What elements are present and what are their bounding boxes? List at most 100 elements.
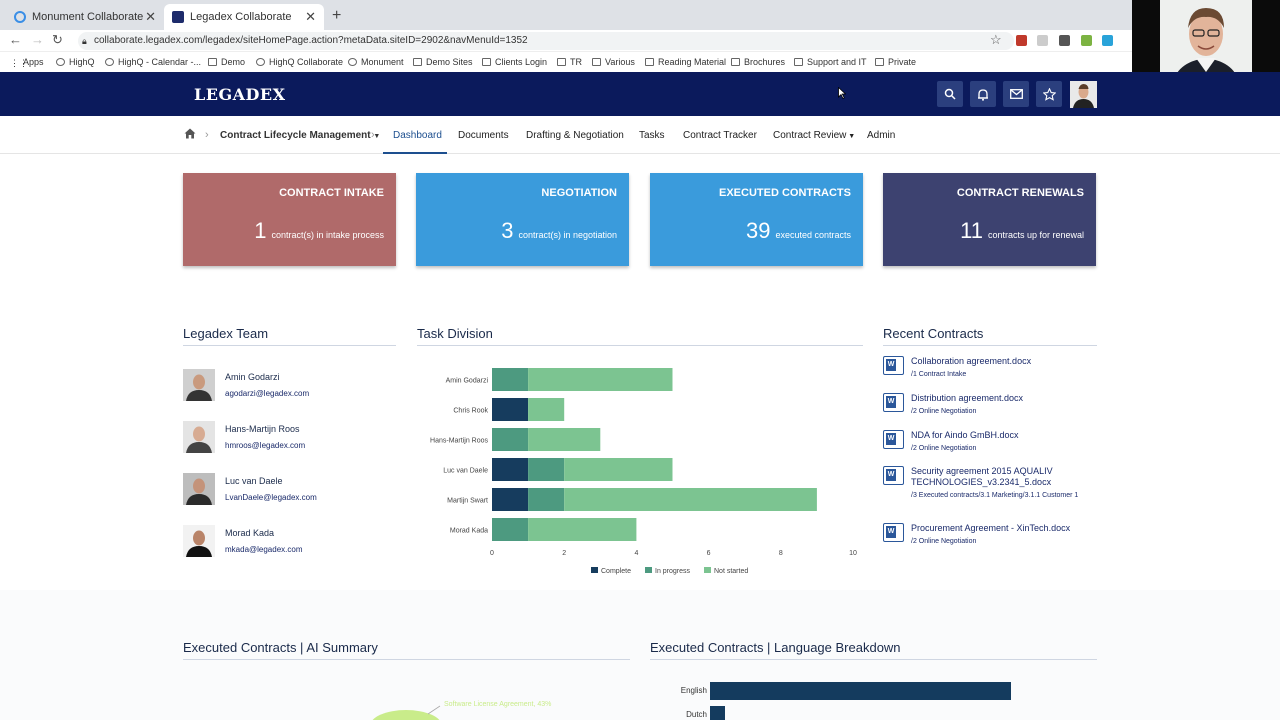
reload-icon[interactable]: ↻: [52, 32, 63, 47]
legend-label: In progress: [655, 568, 691, 575]
nav-item-drafting-negotiation[interactable]: Drafting & Negotiation: [526, 130, 624, 141]
browser-tab-bar: Monument Collaborate ✕ Legadex Collabora…: [0, 0, 1132, 30]
contract-name[interactable]: NDA for Aindo GmBH.docx: [911, 430, 1019, 440]
bar-segment: [528, 428, 601, 451]
ai-summary-pie-slice: [372, 705, 441, 720]
member-email[interactable]: agodarzi@legadex.com: [225, 389, 310, 398]
star-icon: [1042, 87, 1056, 101]
home-icon[interactable]: [184, 128, 196, 142]
bookmark-folder[interactable]: Reading Material: [645, 57, 726, 67]
team-member[interactable]: Hans-Martijn Roos hmroos@legadex.com: [183, 421, 396, 455]
extension-icon[interactable]: [1016, 35, 1027, 46]
card-contract-intake[interactable]: CONTRACT INTAKE 1 contract(s) in intake p…: [183, 173, 396, 266]
task-division-heading: Task Division: [417, 326, 863, 346]
recent-contract-item[interactable]: W Procurement Agreement - XinTech.docx /…: [883, 523, 1097, 553]
extension-icon[interactable]: [1102, 35, 1113, 46]
legadex-logo[interactable]: LEGADEX: [194, 85, 286, 104]
task-division-chart: Amin Godarzi Chris Rook Hans-Martijn Roos L…: [430, 368, 857, 575]
search-button[interactable]: [937, 81, 963, 107]
word-document-icon: W: [883, 523, 904, 542]
legend-swatch: [645, 567, 652, 573]
card-contract-renewals[interactable]: CONTRACT RENEWALS 11 contracts up for ren…: [883, 173, 1096, 266]
bookmark-folder[interactable]: TR: [557, 57, 582, 67]
member-photo: [183, 473, 215, 505]
x-tick-label: 2: [562, 550, 566, 557]
nav-item-contract-lifecycle-management[interactable]: Contract Lifecycle Management ▼: [220, 130, 381, 141]
bar-segment: [528, 368, 673, 391]
bar-segment: [564, 488, 817, 511]
member-name: Amin Godarzi: [225, 372, 280, 382]
category-label: Morad Kada: [450, 528, 488, 535]
card-title: NEGOTIATION: [541, 187, 617, 199]
close-icon[interactable]: ✕: [305, 9, 316, 24]
legend-swatch: [704, 567, 711, 573]
nav-item-contract-tracker[interactable]: Contract Tracker: [683, 130, 757, 141]
recent-contract-item[interactable]: W NDA for Aindo GmBH.docx /2 Online Nego…: [883, 430, 1097, 460]
bookmark-item[interactable]: HighQ Collaborate: [256, 57, 343, 67]
nav-item-contract-review[interactable]: Contract Review ▼: [773, 130, 856, 141]
recent-contract-item[interactable]: W Security agreement 2015 AQUALIV TECHNO…: [883, 466, 1097, 516]
nav-item-documents[interactable]: Documents: [458, 130, 509, 141]
bar-segment: [528, 398, 565, 421]
new-tab-icon[interactable]: +: [332, 7, 342, 24]
extension-icon[interactable]: [1081, 35, 1092, 46]
messages-button[interactable]: [1003, 81, 1029, 107]
close-icon[interactable]: ✕: [145, 9, 156, 24]
category-label: Luc van Daele: [443, 468, 488, 475]
category-label: Hans-Martijn Roos: [430, 438, 488, 445]
bookmark-folder[interactable]: Brochures: [731, 57, 785, 67]
contract-name[interactable]: Security agreement 2015 AQUALIV TECHNOLO…: [911, 466, 1053, 487]
back-arrow-icon[interactable]: ←: [9, 32, 22, 47]
member-email[interactable]: mkada@legadex.com: [225, 545, 303, 554]
chevron-right-icon: ›: [205, 129, 209, 141]
bookmark-folder[interactable]: Support and IT: [794, 57, 867, 67]
category-label: Chris Rook: [453, 408, 488, 415]
word-document-icon: W: [883, 356, 904, 375]
bookmark-item[interactable]: HighQ - Calendar -...: [105, 57, 201, 67]
member-email[interactable]: LvanDaele@legadex.com: [225, 493, 317, 502]
notifications-button[interactable]: [970, 81, 996, 107]
bar-segment: [492, 518, 529, 541]
card-executed-contracts[interactable]: EXECUTED CONTRACTS 39 executed contracts: [650, 173, 863, 266]
contract-name[interactable]: Procurement Agreement - XinTech.docx: [911, 523, 1071, 533]
recent-contract-item[interactable]: W Collaboration agreement.docx /1 Contra…: [883, 356, 1097, 386]
url-field[interactable]: 🔒︎ collaborate.legadex.com/legadex/siteH…: [78, 32, 1014, 50]
bottom-section: [0, 590, 1280, 720]
browser-tab[interactable]: Monument Collaborate ✕: [6, 4, 164, 30]
team-member[interactable]: Morad Kada mkada@legadex.com: [183, 525, 396, 559]
bookmark-folder[interactable]: Various: [592, 57, 635, 67]
contract-name[interactable]: Collaboration agreement.docx: [911, 356, 1032, 366]
nav-item-dashboard[interactable]: Dashboard: [393, 130, 442, 141]
extension-icon[interactable]: [1037, 35, 1048, 46]
team-member[interactable]: Luc van Daele LvanDaele@legadex.com: [183, 473, 396, 507]
contract-name[interactable]: Distribution agreement.docx: [911, 393, 1024, 403]
bookmark-folder[interactable]: Private: [875, 57, 916, 67]
user-avatar[interactable]: [1070, 81, 1097, 108]
card-count: 39: [745, 218, 771, 243]
browser-tab-active[interactable]: Legadex Collaborate ✕: [164, 4, 324, 30]
bookmark-item[interactable]: HighQ: [56, 57, 95, 67]
extension-icon[interactable]: [1059, 35, 1070, 46]
url-text: collaborate.legadex.com/legadex/siteHome…: [94, 35, 528, 46]
ai-summary-heading: Executed Contracts | AI Summary: [183, 640, 630, 660]
bookmark-folder[interactable]: Clients Login: [482, 57, 547, 67]
nav-item-tasks[interactable]: Tasks: [639, 130, 665, 141]
x-tick-label: 8: [779, 550, 783, 557]
bookmark-item[interactable]: Monument: [348, 57, 404, 67]
favorites-button[interactable]: [1036, 81, 1062, 107]
language-breakdown-heading: Executed Contracts | Language Breakdown: [650, 640, 1097, 660]
language-label: English: [680, 686, 707, 695]
recent-contract-item[interactable]: W Distribution agreement.docx /2 Online …: [883, 393, 1097, 423]
team-heading: Legadex Team: [183, 326, 396, 346]
bookmark-folder[interactable]: Demo Sites: [413, 57, 473, 67]
card-description: executed contracts: [775, 230, 851, 240]
bookmark-star-icon[interactable]: ☆: [990, 32, 1002, 47]
card-negotiation[interactable]: NEGOTIATION 3 contract(s) in negotiation: [416, 173, 629, 266]
bar-segment: [528, 488, 565, 511]
nav-item-admin[interactable]: Admin: [867, 130, 896, 141]
bookmark-item[interactable]: Demo: [208, 57, 245, 67]
member-email[interactable]: hmroos@legadex.com: [225, 441, 306, 450]
bookmark-item[interactable]: ⋮⋮ Apps: [10, 57, 44, 68]
forward-arrow-icon[interactable]: →: [31, 32, 44, 47]
team-member[interactable]: Amin Godarzi agodarzi@legadex.com: [183, 369, 396, 403]
